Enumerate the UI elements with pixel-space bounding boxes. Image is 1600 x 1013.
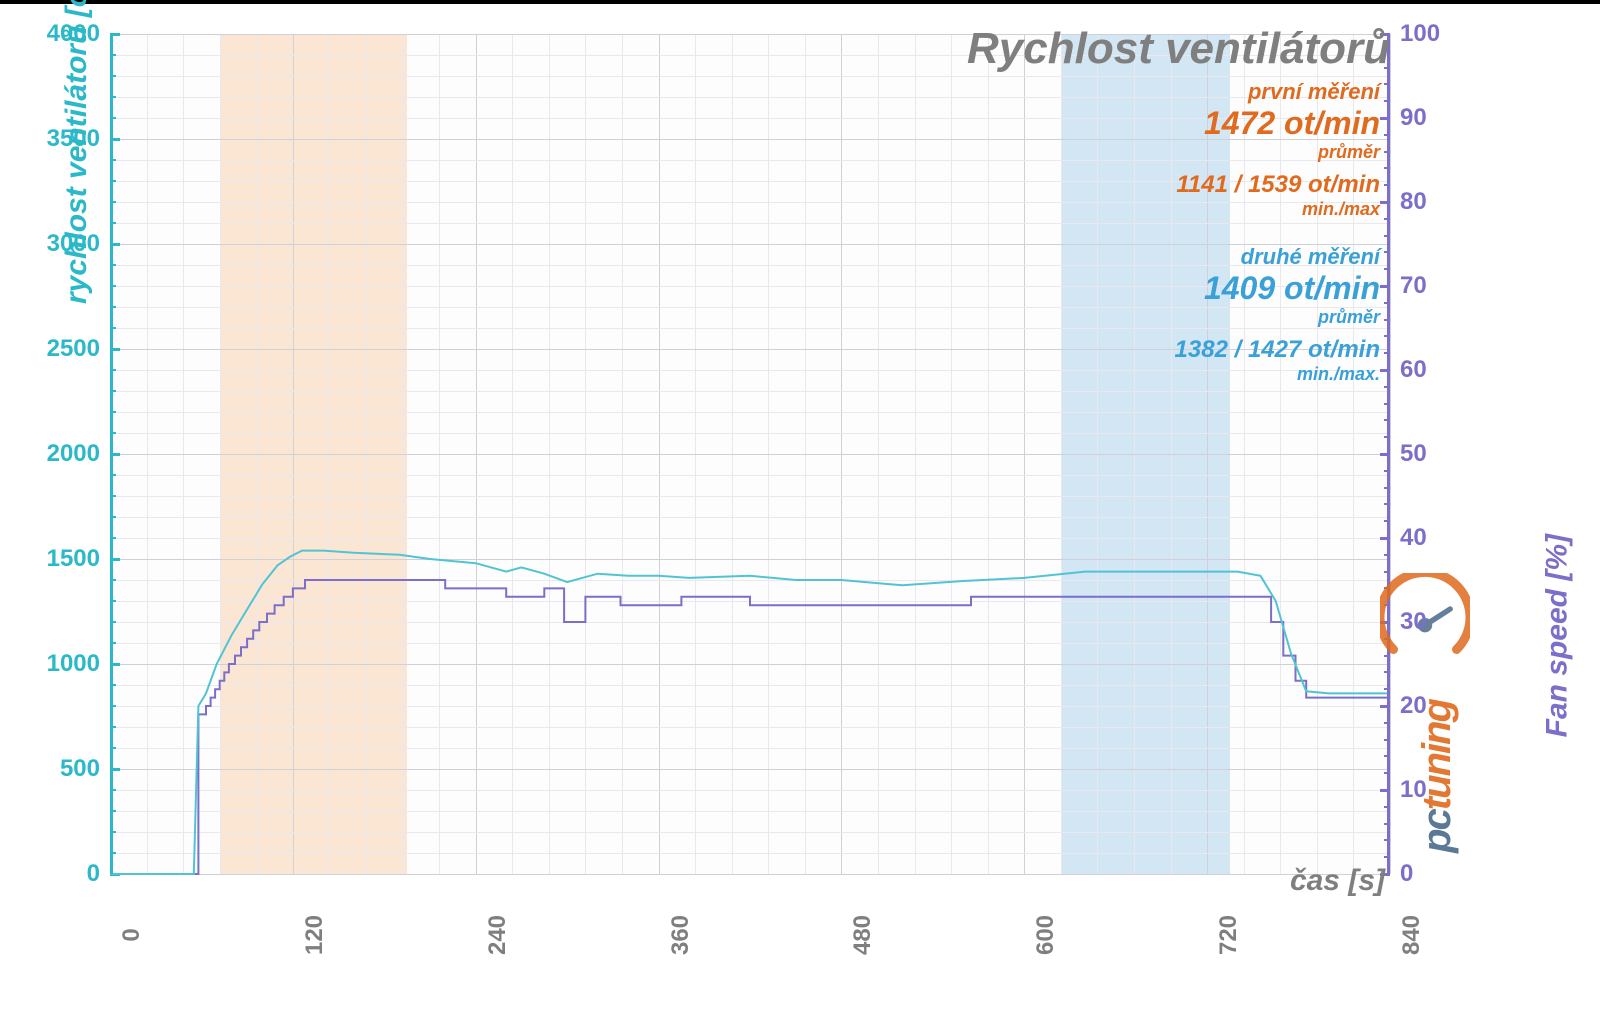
y-right-tick: 40 [1400,524,1460,552]
legend-first-avg-label: průměr [1175,142,1380,163]
y-left-tick: 500 [10,755,100,783]
x-tick: 240 [484,915,512,955]
x-tick: 600 [1032,915,1060,955]
legend: první měření 1472 ot/min průměr 1141 / 1… [1175,79,1380,385]
legend-second-avg-label: průměr [1175,307,1380,328]
y-left-tick: 3500 [10,125,100,153]
legend-second-range-label: min./max. [1175,364,1380,385]
y-left-tick: 2000 [10,440,100,468]
fan-speed-chart: Rychlost ventilátorů rychlost ventilátor… [0,0,1600,1013]
y-left-tick: 1000 [10,650,100,678]
y-right-tick: 50 [1400,440,1460,468]
y-right-tick: 10 [1400,776,1460,804]
watermark-pc: pc [1415,810,1459,853]
y-left-tick: 4000 [10,20,100,48]
y-right-tick: 60 [1400,356,1460,384]
legend-first-range: 1141 / 1539 ot/min [1175,171,1380,199]
x-axis-label: čas [s] [1290,864,1385,898]
y-right-tick: 70 [1400,272,1460,300]
legend-second-range: 1382 / 1427 ot/min [1175,336,1380,364]
y-right-axis-label: Fan speed [%] [1540,534,1574,737]
x-tick: 360 [667,915,695,955]
y-right-tick: 0 [1400,860,1460,888]
y-left-tick: 0 [10,860,100,888]
left-axis-spine [110,34,113,874]
legend-second-avg: 1409 ot/min [1175,270,1380,307]
x-tick: 720 [1215,915,1243,955]
y-left-tick: 3000 [10,230,100,258]
legend-first-range-label: min./max [1175,199,1380,220]
legend-first-title: první měření [1175,79,1380,105]
legend-second-title: druhé měření [1175,244,1380,270]
y-right-tick: 30 [1400,608,1460,636]
x-tick: 120 [301,915,329,955]
y-right-tick: 90 [1400,104,1460,132]
y-right-tick: 20 [1400,692,1460,720]
x-tick: 0 [118,928,146,941]
y-left-tick: 2500 [10,335,100,363]
legend-first-avg: 1472 ot/min [1175,105,1380,142]
right-axis-spine [1387,34,1390,874]
series-fan-speed-pct [110,580,1390,874]
y-right-tick: 100 [1400,20,1460,48]
chart-title: Rychlost ventilátorů [967,24,1390,74]
y-left-tick: 1500 [10,545,100,573]
x-tick: 840 [1398,915,1426,955]
x-tick: 480 [849,915,877,955]
y-right-tick: 80 [1400,188,1460,216]
